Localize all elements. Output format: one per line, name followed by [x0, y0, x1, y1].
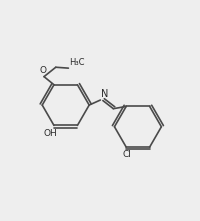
Text: OH: OH	[44, 129, 58, 138]
Text: N: N	[101, 89, 108, 99]
Text: O: O	[39, 66, 46, 75]
Text: Cl: Cl	[122, 150, 131, 159]
Text: H₃C: H₃C	[69, 58, 85, 67]
